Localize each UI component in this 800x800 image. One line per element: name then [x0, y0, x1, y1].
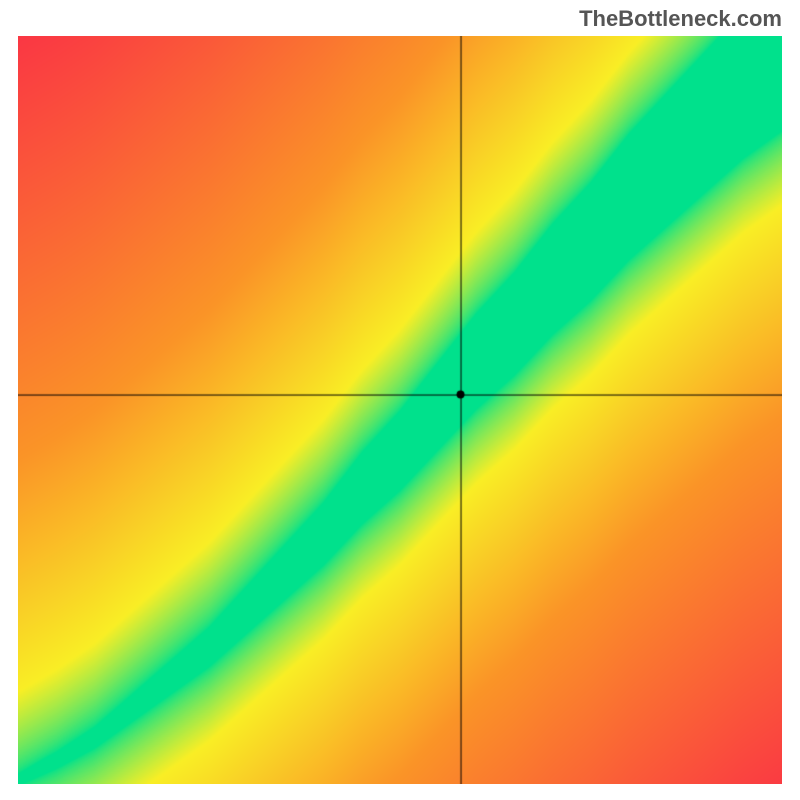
- attribution-text: TheBottleneck.com: [579, 6, 782, 32]
- bottleneck-heatmap: [18, 36, 782, 784]
- heatmap-canvas: [18, 36, 782, 784]
